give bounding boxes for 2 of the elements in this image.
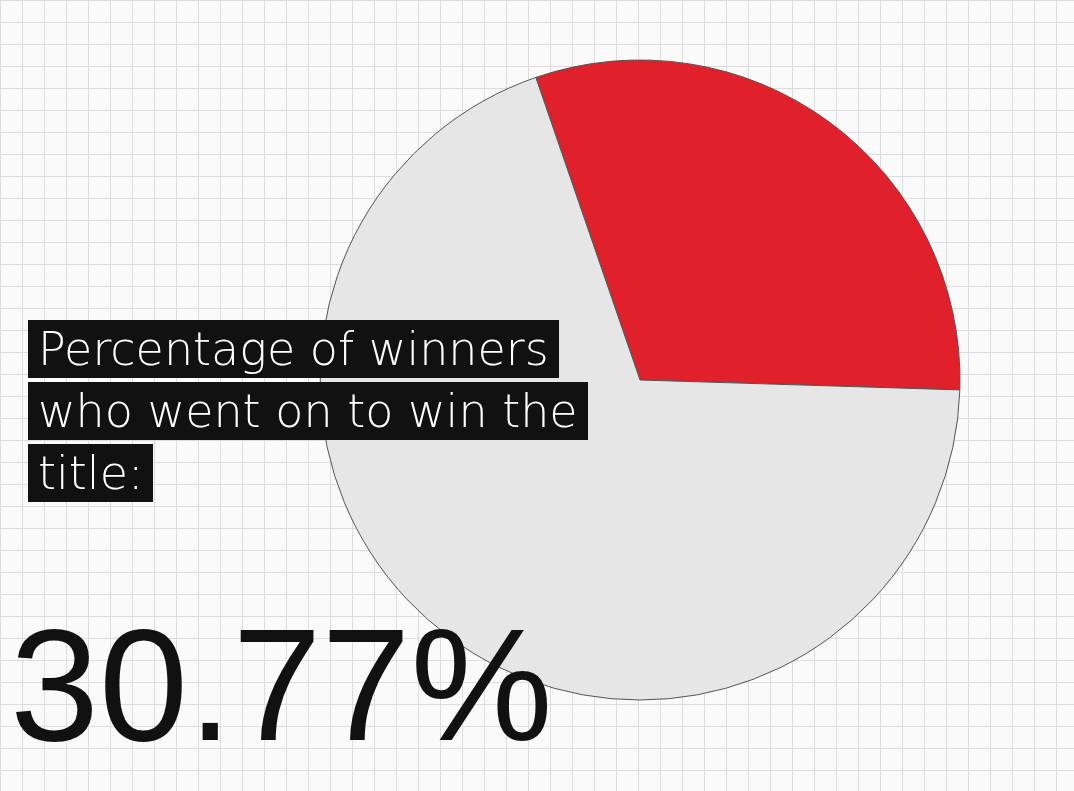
text: Percentage of winners who went on to win the title: (28, 320, 588, 502)
text: 30.77% (10, 595, 553, 774)
